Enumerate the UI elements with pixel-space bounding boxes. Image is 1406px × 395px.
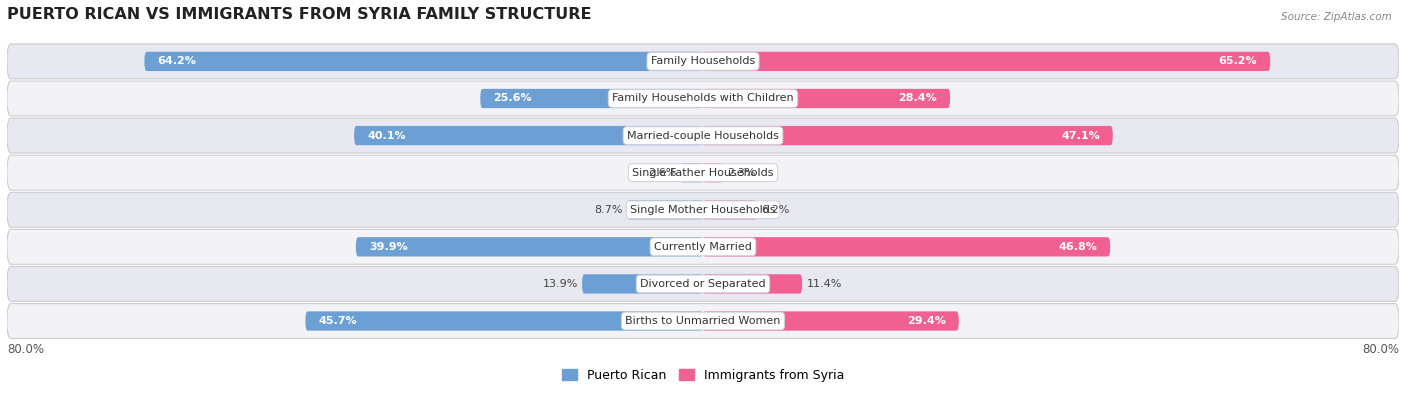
- Text: Births to Unmarried Women: Births to Unmarried Women: [626, 316, 780, 326]
- FancyBboxPatch shape: [703, 126, 1112, 145]
- Text: 28.4%: 28.4%: [898, 94, 936, 103]
- Text: 13.9%: 13.9%: [543, 279, 578, 289]
- Text: Source: ZipAtlas.com: Source: ZipAtlas.com: [1281, 12, 1392, 22]
- Text: 64.2%: 64.2%: [157, 56, 197, 66]
- FancyBboxPatch shape: [703, 89, 950, 108]
- FancyBboxPatch shape: [582, 274, 703, 293]
- FancyBboxPatch shape: [7, 267, 1399, 301]
- Text: Currently Married: Currently Married: [654, 242, 752, 252]
- FancyBboxPatch shape: [7, 304, 1399, 339]
- FancyBboxPatch shape: [356, 237, 703, 256]
- FancyBboxPatch shape: [7, 81, 1399, 116]
- Text: 40.1%: 40.1%: [367, 131, 406, 141]
- Text: Divorced or Separated: Divorced or Separated: [640, 279, 766, 289]
- Text: 45.7%: 45.7%: [318, 316, 357, 326]
- FancyBboxPatch shape: [7, 118, 1399, 153]
- Text: 29.4%: 29.4%: [907, 316, 946, 326]
- FancyBboxPatch shape: [145, 52, 703, 71]
- Text: Family Households with Children: Family Households with Children: [612, 94, 794, 103]
- FancyBboxPatch shape: [627, 200, 703, 219]
- Text: 11.4%: 11.4%: [807, 279, 842, 289]
- FancyBboxPatch shape: [7, 155, 1399, 190]
- FancyBboxPatch shape: [703, 52, 1270, 71]
- Text: 25.6%: 25.6%: [494, 94, 531, 103]
- Text: 46.8%: 46.8%: [1059, 242, 1097, 252]
- Text: Single Father Households: Single Father Households: [633, 167, 773, 178]
- FancyBboxPatch shape: [703, 163, 723, 182]
- FancyBboxPatch shape: [7, 192, 1399, 227]
- FancyBboxPatch shape: [305, 311, 703, 331]
- Text: Married-couple Households: Married-couple Households: [627, 131, 779, 141]
- Text: 8.7%: 8.7%: [595, 205, 623, 215]
- FancyBboxPatch shape: [703, 200, 756, 219]
- FancyBboxPatch shape: [481, 89, 703, 108]
- FancyBboxPatch shape: [681, 163, 703, 182]
- FancyBboxPatch shape: [7, 229, 1399, 264]
- Legend: Puerto Rican, Immigrants from Syria: Puerto Rican, Immigrants from Syria: [557, 364, 849, 387]
- FancyBboxPatch shape: [703, 311, 959, 331]
- Text: 65.2%: 65.2%: [1219, 56, 1257, 66]
- FancyBboxPatch shape: [354, 126, 703, 145]
- Text: Family Households: Family Households: [651, 56, 755, 66]
- Text: 2.6%: 2.6%: [648, 167, 676, 178]
- Text: 39.9%: 39.9%: [368, 242, 408, 252]
- Text: PUERTO RICAN VS IMMIGRANTS FROM SYRIA FAMILY STRUCTURE: PUERTO RICAN VS IMMIGRANTS FROM SYRIA FA…: [7, 8, 592, 23]
- FancyBboxPatch shape: [703, 274, 803, 293]
- FancyBboxPatch shape: [7, 44, 1399, 79]
- FancyBboxPatch shape: [703, 237, 1111, 256]
- Text: 2.3%: 2.3%: [727, 167, 756, 178]
- Text: Single Mother Households: Single Mother Households: [630, 205, 776, 215]
- Text: 47.1%: 47.1%: [1062, 131, 1099, 141]
- Text: 6.2%: 6.2%: [761, 205, 790, 215]
- Text: 80.0%: 80.0%: [1362, 343, 1399, 356]
- Text: 80.0%: 80.0%: [7, 343, 44, 356]
